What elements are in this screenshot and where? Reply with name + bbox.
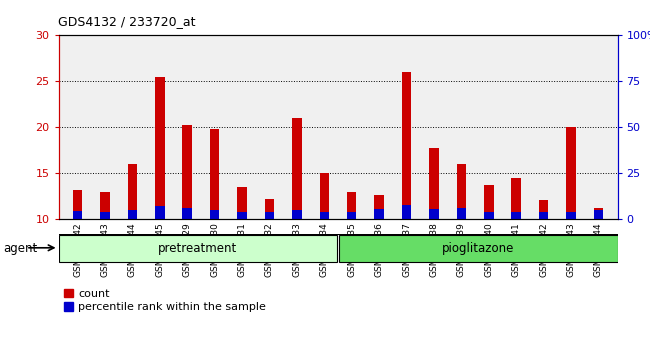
Text: agent: agent — [3, 242, 38, 255]
Bar — [320, 212, 329, 219]
Bar — [429, 148, 439, 219]
Bar — [210, 210, 220, 219]
Bar — [210, 129, 220, 219]
Bar — [512, 212, 521, 219]
Bar — [58, 235, 337, 262]
Bar — [237, 187, 247, 219]
Bar — [484, 184, 493, 219]
Bar — [292, 210, 302, 219]
Bar — [539, 212, 549, 219]
Bar — [183, 125, 192, 219]
Bar — [155, 77, 164, 219]
Bar — [347, 192, 356, 219]
Text: pretreatment: pretreatment — [158, 242, 237, 255]
Bar — [237, 212, 247, 219]
Bar — [593, 210, 603, 219]
Bar — [566, 127, 576, 219]
Bar — [127, 164, 137, 219]
Bar — [402, 72, 411, 219]
Bar — [320, 173, 329, 219]
Bar — [512, 178, 521, 219]
Bar — [484, 212, 493, 219]
Bar — [265, 212, 274, 219]
Legend: count, percentile rank within the sample: count, percentile rank within the sample — [64, 289, 266, 312]
Bar — [265, 199, 274, 219]
Text: pioglitazone: pioglitazone — [442, 242, 515, 255]
Bar — [155, 206, 164, 219]
Bar — [347, 212, 356, 219]
Bar — [456, 207, 466, 219]
Bar — [73, 211, 83, 219]
Bar — [374, 195, 384, 219]
Bar — [292, 118, 302, 219]
Bar — [593, 209, 603, 219]
Bar — [73, 190, 83, 219]
Bar — [100, 212, 110, 219]
Bar — [127, 210, 137, 219]
Bar — [539, 200, 549, 219]
Bar — [100, 192, 110, 219]
Text: GDS4132 / 233720_at: GDS4132 / 233720_at — [58, 15, 196, 28]
Bar — [566, 212, 576, 219]
Bar — [374, 209, 384, 219]
Bar — [183, 207, 192, 219]
Bar — [456, 164, 466, 219]
Bar — [429, 209, 439, 219]
Bar — [402, 205, 411, 219]
Bar — [339, 235, 618, 262]
